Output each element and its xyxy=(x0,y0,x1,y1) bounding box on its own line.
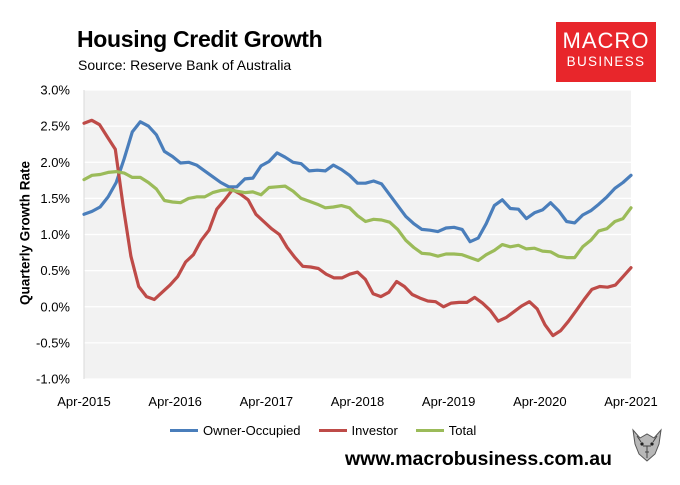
legend-swatch-investor xyxy=(318,429,347,432)
legend-item-investor: Investor xyxy=(318,423,398,438)
owner-occupied-line xyxy=(82,120,633,244)
chart-title: Housing Credit Growth xyxy=(77,26,323,52)
y-tick-label: 0.5% xyxy=(40,263,70,278)
legend-item-total: Total xyxy=(415,423,477,438)
logo-line1: MACRO xyxy=(562,28,650,53)
x-tick-label: Apr-2020 xyxy=(513,394,566,409)
x-tick-label: Apr-2021 xyxy=(604,394,657,409)
legend-swatch-total xyxy=(415,429,444,432)
y-tick-label: -0.5% xyxy=(36,335,70,350)
x-tick-label: Apr-2017 xyxy=(240,394,293,409)
wolf-icon xyxy=(627,424,667,464)
chart-subtitle: Source: Reserve Bank of Australia xyxy=(78,57,292,73)
logo-line2: BUSINESS xyxy=(566,54,646,69)
x-tick-label: Apr-2016 xyxy=(148,394,201,409)
y-tick-label: -1.0% xyxy=(36,372,70,387)
x-tick-label: Apr-2019 xyxy=(422,394,475,409)
y-tick-label: 0.0% xyxy=(40,299,70,314)
x-tick-label: Apr-2018 xyxy=(331,394,384,409)
legend-label-investor: Investor xyxy=(351,423,398,438)
x-tick-label: Apr-2015 xyxy=(57,394,110,409)
y-tick-label: 1.5% xyxy=(40,191,70,206)
legend-label-owner-occupied: Owner-Occupied xyxy=(203,423,301,438)
legend-swatch-owner-occupied xyxy=(170,429,198,432)
y-tick-label: 2.0% xyxy=(40,155,70,170)
legend-label-total: Total xyxy=(448,423,477,438)
website-url: www.macrobusiness.com.au xyxy=(345,448,612,470)
y-tick-label: 1.0% xyxy=(40,227,70,242)
y-axis-label: Quarterly Growth Rate xyxy=(17,160,33,306)
legend: Owner-Occupied Investor Total xyxy=(170,423,476,438)
investor-line xyxy=(82,118,633,338)
total-line xyxy=(82,170,633,263)
y-tick-label: 3.0% xyxy=(40,83,70,98)
legend-item-owner-occupied: Owner-Occupied xyxy=(170,423,301,438)
y-tick-label: 2.5% xyxy=(40,119,70,134)
macrobusiness-logo: MACRO BUSINESS xyxy=(556,22,656,82)
